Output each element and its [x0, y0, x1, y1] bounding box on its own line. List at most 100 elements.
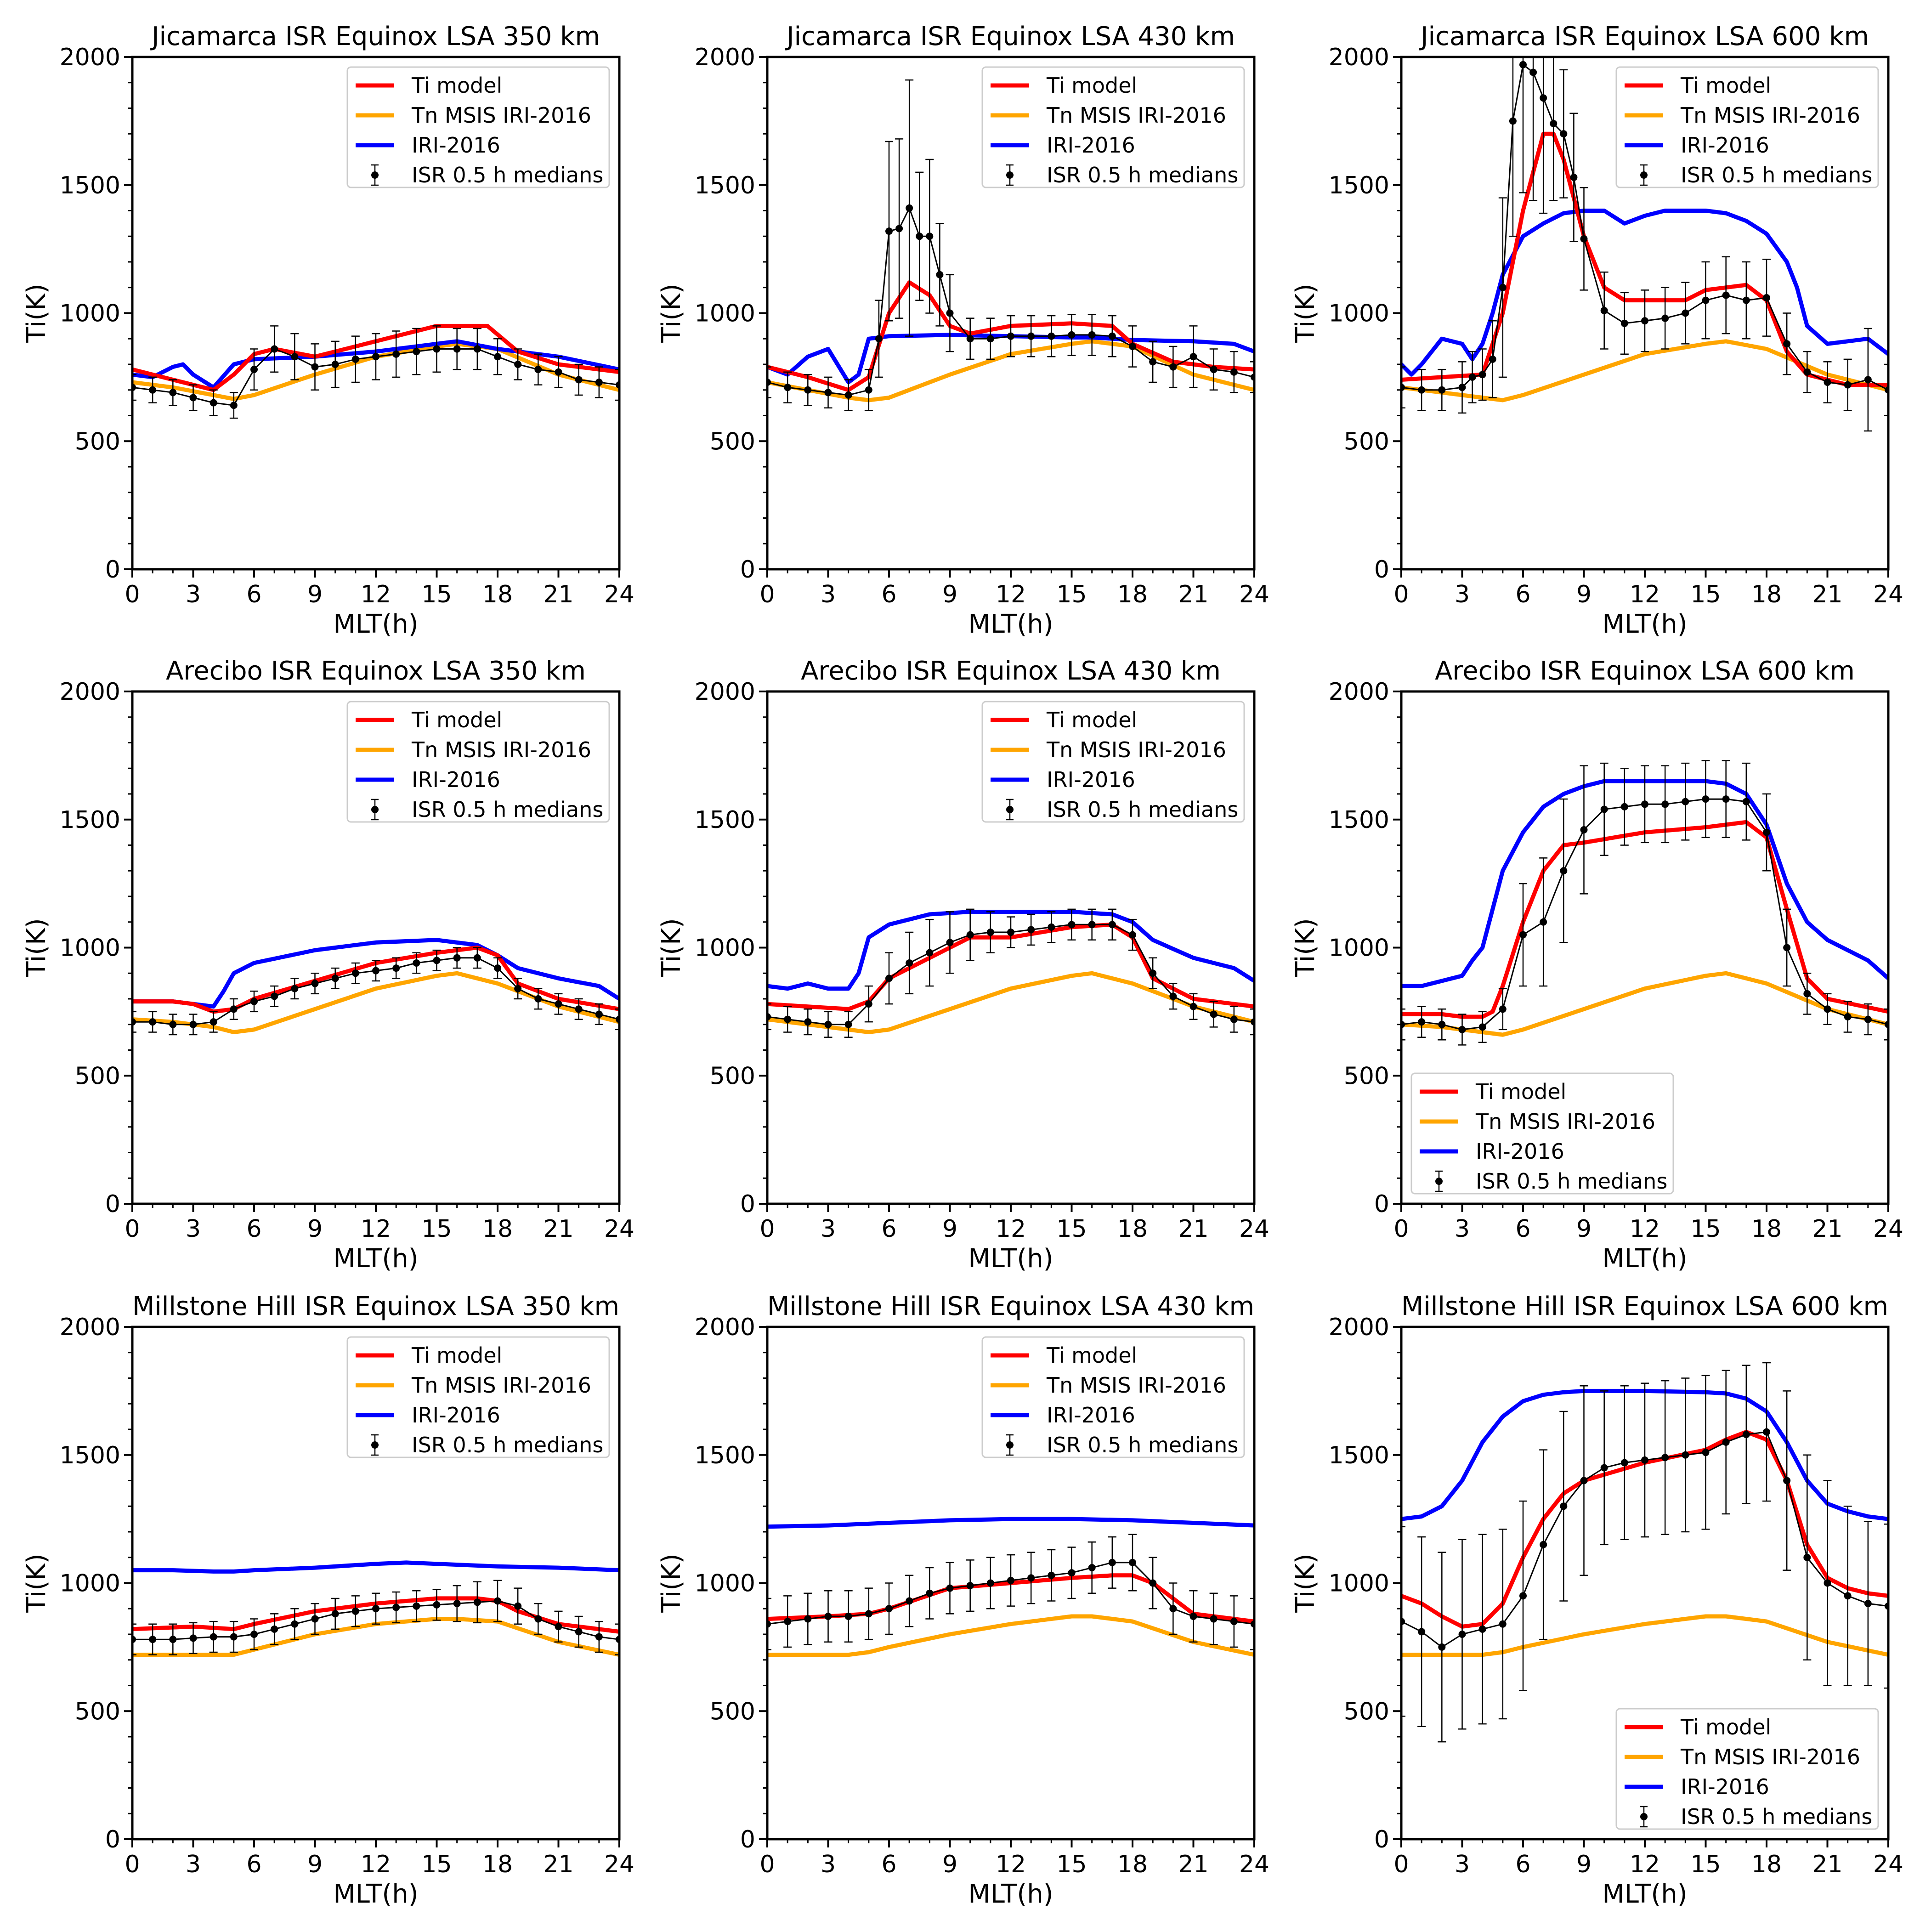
chart-panel-2: Jicamarca ISR Equinox LSA 430 km 0 500 1000… [657, 22, 1269, 639]
isr-point [1661, 800, 1669, 808]
isr-point [1844, 381, 1852, 389]
x-tick-label: 3 [821, 1851, 836, 1878]
x-tick-label: 12 [361, 1851, 391, 1878]
isr-point [1007, 1576, 1014, 1584]
isr-point [473, 1598, 481, 1606]
legend-label-tn-msis: Tn MSIS IRI-2016 [1046, 103, 1226, 128]
y-tick-label: 1000 [1329, 935, 1389, 962]
isr-point [250, 997, 258, 1005]
legend-label-iri: IRI-2016 [412, 133, 500, 158]
x-tick-label: 21 [1812, 1851, 1842, 1878]
isr-point [1129, 931, 1136, 939]
x-tick-label: 0 [125, 1851, 140, 1878]
x-tick-label: 0 [125, 581, 140, 608]
x-tick-label: 12 [361, 1215, 391, 1243]
x-tick-label: 9 [942, 1851, 957, 1878]
isr-point [895, 225, 903, 232]
isr-point [1763, 1428, 1770, 1436]
isr-point [966, 1582, 974, 1590]
axes-frame [131, 56, 621, 571]
x-tick-label: 24 [604, 581, 634, 608]
y-tick-label: 2000 [1329, 1314, 1389, 1341]
series-line-tn-msis [767, 339, 1254, 402]
x-tick-label: 0 [1393, 1851, 1409, 1878]
isr-point [844, 391, 852, 399]
legend: Ti model Tn MSIS IRI-2016 IRI-2016 ISR 0.5 … [346, 66, 610, 188]
isr-point [1580, 826, 1588, 834]
legend-label-isr: ISR 0.5 h medians [1047, 1433, 1238, 1457]
isr-point [916, 232, 923, 240]
legend: Ti model Tn MSIS IRI-2016 IRI-2016 ISR 0.5 … [346, 1336, 610, 1458]
y-axis-label: Ti(K) [22, 918, 51, 977]
isr-point [230, 1005, 238, 1013]
isr-point [575, 1628, 583, 1636]
y-tick-label: 1500 [695, 1442, 755, 1469]
plot-area [132, 938, 619, 1036]
isr-point [1189, 1003, 1197, 1010]
x-tick-label: 21 [543, 1851, 573, 1878]
series-line-ti-model [132, 1596, 619, 1634]
isr-point [1088, 921, 1096, 929]
isr-point [1418, 386, 1426, 394]
isr-point [1722, 1438, 1730, 1446]
isr-point [1230, 368, 1238, 376]
isr-point [372, 353, 379, 361]
y-tick-label: 500 [710, 1698, 755, 1725]
isr-point [534, 1615, 542, 1623]
isr-point [453, 1600, 461, 1608]
y-tick-label: 500 [75, 428, 120, 455]
x-axis-label: MLT(h) [333, 1879, 418, 1909]
y-axis-label: Ti(K) [1291, 918, 1320, 977]
isr-point [1742, 1431, 1750, 1439]
isr-point [1210, 1010, 1218, 1018]
isr-point [291, 353, 299, 361]
x-tick-label: 6 [1515, 1215, 1530, 1243]
isr-point [372, 1605, 379, 1613]
isr-point [1661, 1454, 1669, 1462]
legend-label-iri: IRI-2016 [1476, 1139, 1564, 1164]
x-tick-label: 9 [942, 581, 957, 608]
legend-box [981, 66, 1245, 188]
x-tick-label: 6 [246, 1851, 261, 1878]
legend-handle-isr-marker [1006, 1441, 1014, 1449]
legend: Ti model Tn MSIS IRI-2016 IRI-2016 ISR 0.5 … [1410, 1072, 1674, 1195]
isr-point [1722, 795, 1730, 803]
isr-point [210, 399, 217, 407]
chart-panel-7: Millstone Hill ISR Equinox LSA 350 km 0 50… [22, 1292, 634, 1909]
legend-label-ti-model: Ti model [411, 1343, 502, 1368]
isr-point [1620, 1459, 1628, 1467]
series-line-tn-msis [767, 971, 1254, 1034]
chart-title: Arecibo ISR Equinox LSA 600 km [1435, 656, 1855, 686]
x-tick-label: 18 [1117, 1215, 1148, 1243]
y-tick-label: 500 [1344, 1698, 1389, 1725]
x-axis-label: MLT(h) [968, 609, 1053, 639]
x-tick-label: 0 [759, 1851, 775, 1878]
x-axis-label: MLT(h) [1602, 1244, 1687, 1274]
x-tick-label: 21 [1178, 1215, 1208, 1243]
isr-point [906, 204, 913, 212]
x-tick-label: 9 [307, 1851, 323, 1878]
isr-point [1149, 358, 1157, 366]
legend-box [346, 701, 610, 823]
series-line-tn-msis [132, 341, 619, 401]
y-tick-label: 0 [105, 556, 120, 584]
isr-point [1742, 798, 1750, 805]
isr-point [331, 1610, 339, 1618]
isr-point [1478, 1023, 1486, 1031]
x-tick-label: 3 [1455, 581, 1470, 608]
series-line-tn-msis [132, 971, 619, 1034]
isr-point [351, 1607, 359, 1615]
isr-point [250, 1631, 258, 1638]
legend-label-iri: IRI-2016 [1681, 1774, 1769, 1799]
legend-label-ti-model: Ti model [1475, 1079, 1566, 1104]
isr-point [372, 967, 379, 974]
legend-label-ti-model: Ti model [1046, 73, 1137, 98]
axes-frame [131, 1326, 621, 1841]
y-tick-label: 1000 [695, 1570, 755, 1598]
legend-box [1615, 1708, 1879, 1830]
isr-point [1529, 68, 1537, 76]
plot-area [132, 323, 619, 419]
isr-point [1560, 130, 1568, 138]
series-line-ti-model [1401, 820, 1888, 1019]
isr-point [494, 1597, 501, 1605]
